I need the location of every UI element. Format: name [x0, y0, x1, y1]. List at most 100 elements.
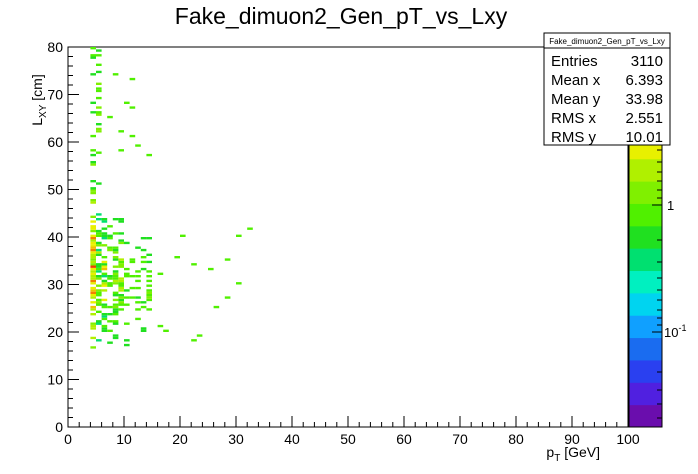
- histogram-bin: [180, 234, 186, 237]
- histogram-bin: [118, 282, 124, 285]
- stats-value: 2.551: [625, 110, 663, 127]
- histogram-bin: [90, 56, 96, 59]
- histogram-bin: [101, 317, 108, 321]
- histogram-bin: [112, 310, 119, 313]
- histogram-bin: [96, 70, 102, 74]
- histogram-bin: [101, 305, 108, 309]
- histogram-bin: [112, 275, 119, 278]
- histogram-bin: [90, 263, 96, 266]
- histogram-bin: [101, 227, 108, 230]
- histogram-bin: [112, 232, 119, 235]
- histogram-bin: [146, 296, 152, 299]
- histogram-bin: [112, 246, 119, 249]
- histogram-bin: [112, 73, 119, 76]
- histogram-bin: [90, 201, 96, 204]
- histogram-bin: [90, 256, 96, 259]
- histogram-bin: [124, 303, 130, 306]
- histogram-bin: [101, 313, 108, 316]
- histogram-bin: [112, 251, 119, 254]
- histogram-bin: [112, 277, 119, 280]
- histogram-bin: [96, 87, 102, 90]
- histogram-bin: [118, 284, 124, 287]
- histogram-bin: [107, 115, 113, 119]
- histogram-bin: [101, 279, 108, 283]
- x-tick-label: 80: [508, 431, 524, 447]
- histogram-bin: [101, 260, 108, 264]
- y-tick-label: 0: [55, 419, 63, 435]
- histogram-bin: [90, 251, 96, 254]
- histogram-bin: [101, 267, 108, 271]
- histogram-bin: [107, 305, 113, 309]
- histogram-bin: [112, 308, 119, 311]
- histogram-bin: [96, 130, 102, 133]
- histogram-bin: [146, 291, 152, 294]
- x-tick-label: 60: [396, 431, 412, 447]
- histogram-bin: [96, 301, 102, 304]
- histogram-bin: [135, 301, 141, 304]
- color-scale-segment: [629, 225, 662, 249]
- histogram-bin: [124, 267, 130, 271]
- x-tick-label: 50: [340, 431, 356, 447]
- histogram-bin: [96, 82, 102, 85]
- histogram-bin: [90, 220, 96, 223]
- x-tick-label: 100: [616, 431, 640, 447]
- histogram-bin: [112, 322, 119, 325]
- histogram-bin: [96, 96, 102, 100]
- histogram-bin: [140, 256, 147, 259]
- histogram-bin: [90, 267, 96, 271]
- histogram-bin: [146, 260, 152, 264]
- histogram-bin: [107, 237, 113, 240]
- y-tick-label: 60: [47, 134, 63, 150]
- histogram-bin: [129, 258, 136, 261]
- histogram-bin: [112, 265, 119, 268]
- histogram-bin: [101, 218, 108, 221]
- histogram-bin: [90, 189, 96, 192]
- histogram-bin: [118, 308, 124, 311]
- histogram-bin: [90, 227, 96, 230]
- histogram-bin: [96, 127, 102, 131]
- histogram-bin: [112, 336, 119, 340]
- histogram-bin: [96, 275, 102, 278]
- histogram-bin: [90, 270, 96, 273]
- histogram-bin: [90, 277, 96, 280]
- histogram-bin: [96, 267, 102, 271]
- histogram-bin: [112, 248, 119, 252]
- x-tick-label: 30: [228, 431, 244, 447]
- histogram-bin: [174, 256, 180, 259]
- color-scale-segment: [629, 248, 662, 272]
- histogram-bin: [112, 294, 119, 297]
- chart-title: Fake_dimuon2_Gen_pT_vs_Lxy: [175, 3, 508, 29]
- histogram-bin: [124, 343, 130, 347]
- histogram-bin: [101, 298, 108, 302]
- histogram-bin: [146, 153, 152, 157]
- color-scale-segment: [629, 404, 662, 428]
- histogram-bin: [107, 246, 113, 249]
- histogram-bin: [118, 260, 124, 264]
- histogram-bin: [118, 301, 124, 304]
- histogram-bin: [118, 289, 124, 292]
- histogram-bin: [90, 101, 96, 104]
- histogram-bin: [107, 320, 113, 323]
- histogram-bin: [90, 47, 96, 50]
- histogram-bin: [140, 267, 147, 271]
- histogram-bin: [90, 187, 96, 190]
- histogram-bin: [96, 253, 102, 256]
- histogram-bin: [129, 296, 136, 299]
- histogram-bin: [101, 232, 108, 235]
- histogram-bin: [213, 305, 220, 309]
- histogram-bin: [107, 341, 113, 344]
- histogram-bin: [90, 313, 96, 316]
- histogram-bin: [135, 308, 141, 311]
- stats-label: RMS y: [551, 129, 597, 146]
- histogram-bin: [135, 279, 141, 283]
- histogram-bin: [118, 220, 124, 223]
- histogram-bin: [107, 225, 113, 228]
- histogram-bin: [90, 308, 96, 311]
- histogram-bin: [90, 248, 96, 252]
- histogram-bin: [90, 161, 96, 164]
- histogram-bin: [96, 303, 102, 306]
- x-tick-label: 20: [172, 431, 188, 447]
- histogram-bin: [90, 286, 96, 290]
- histogram-bin: [90, 241, 96, 245]
- color-scale-segment: [629, 181, 662, 204]
